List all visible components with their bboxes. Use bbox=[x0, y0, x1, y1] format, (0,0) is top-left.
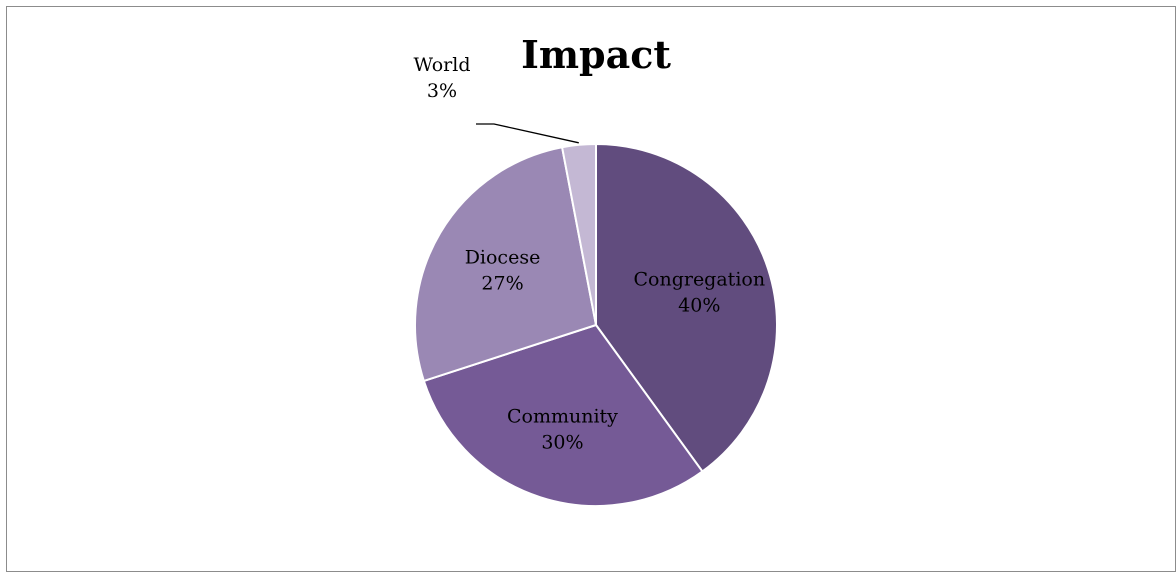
data-label-congregation: Congregation 40% bbox=[633, 268, 765, 316]
pie-slice-community bbox=[422, 323, 704, 507]
pie-slices bbox=[414, 142, 778, 507]
data-label-community: Community 30% bbox=[507, 405, 618, 453]
pie-slice-world bbox=[560, 142, 597, 326]
pie-slice-congregation bbox=[595, 142, 778, 473]
chart-title: Impact bbox=[521, 32, 671, 77]
pie-labels: Congregation 40% Community 30% Diocese 27% Wor… bbox=[414, 54, 766, 453]
data-label-world: World 3% bbox=[414, 54, 471, 102]
pie-slice-diocese bbox=[414, 146, 598, 383]
leader-line-world bbox=[476, 123, 579, 144]
data-label-diocese: Diocese 27% bbox=[465, 247, 541, 295]
